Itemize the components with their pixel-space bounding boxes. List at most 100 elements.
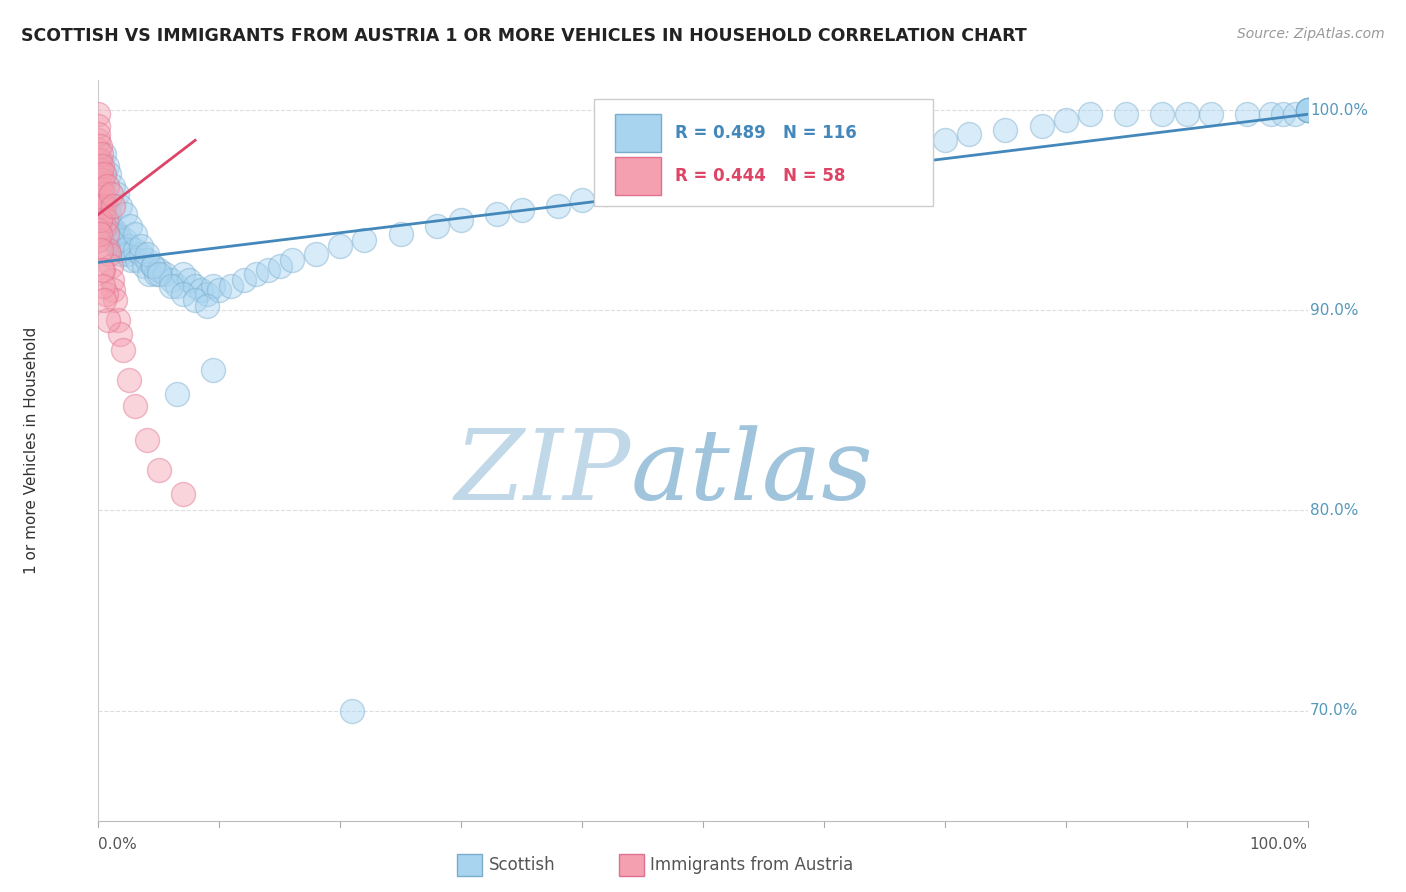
Point [100, 260, 122, 274]
Point [172, 287, 194, 301]
Point [91, 194, 114, 208]
Point [202, 363, 225, 377]
Point [91, 263, 114, 277]
Point [100, 227, 122, 242]
Point [184, 293, 207, 308]
Point [105, 187, 128, 202]
Point [91, 279, 114, 293]
Text: 80.0%: 80.0% [1310, 503, 1358, 518]
Point [90, 194, 112, 208]
Point [1175, 107, 1198, 121]
Point [1296, 103, 1319, 118]
Point [1236, 107, 1258, 121]
Point [87, 144, 110, 158]
Point [94, 199, 117, 213]
Point [1272, 107, 1295, 121]
Point [129, 247, 152, 261]
Point [89, 227, 111, 242]
Point [138, 268, 160, 282]
Point [105, 239, 128, 253]
Point [108, 244, 131, 258]
Point [90, 147, 112, 161]
Point [87, 233, 110, 247]
Point [1296, 103, 1319, 118]
Point [195, 299, 218, 313]
Text: 100.0%: 100.0% [1250, 837, 1308, 852]
Point [1296, 103, 1319, 118]
Point [114, 233, 136, 247]
Point [668, 179, 690, 194]
Point [1115, 107, 1137, 121]
Point [87, 183, 110, 197]
Point [89, 213, 111, 227]
Point [716, 167, 738, 181]
Point [426, 219, 449, 234]
Point [91, 203, 114, 218]
Point [90, 244, 112, 258]
Point [142, 260, 165, 274]
Point [281, 253, 304, 268]
FancyBboxPatch shape [595, 99, 932, 206]
Text: R = 0.444   N = 58: R = 0.444 N = 58 [675, 167, 845, 185]
Point [100, 273, 122, 287]
Point [245, 268, 267, 282]
Point [1296, 103, 1319, 118]
Point [98, 167, 121, 181]
Point [93, 147, 115, 161]
Point [97, 203, 120, 218]
Point [107, 313, 129, 327]
Point [118, 219, 141, 234]
Point [107, 227, 129, 242]
Point [87, 128, 110, 142]
Point [93, 167, 115, 181]
Point [111, 343, 134, 358]
Point [108, 327, 131, 342]
Point [91, 263, 114, 277]
Point [101, 233, 124, 247]
Point [96, 227, 118, 242]
Point [1284, 107, 1306, 121]
Point [142, 260, 165, 274]
Point [87, 153, 110, 168]
Point [101, 284, 124, 298]
Point [190, 284, 212, 298]
Point [118, 239, 141, 253]
Point [89, 167, 111, 181]
Point [87, 183, 110, 197]
Point [329, 239, 352, 253]
Point [91, 173, 114, 187]
Text: 90.0%: 90.0% [1310, 303, 1358, 318]
Point [93, 167, 115, 181]
Point [93, 293, 115, 308]
Point [87, 107, 110, 121]
Text: SCOTTISH VS IMMIGRANTS FROM AUSTRIA 1 OR MORE VEHICLES IN HOUSEHOLD CORRELATION : SCOTTISH VS IMMIGRANTS FROM AUSTRIA 1 OR… [21, 27, 1026, 45]
Point [1199, 107, 1222, 121]
Point [1078, 107, 1101, 121]
Point [91, 183, 114, 197]
Point [108, 233, 131, 247]
Point [100, 187, 122, 202]
Point [1031, 120, 1053, 134]
Point [172, 487, 194, 501]
Point [91, 187, 114, 202]
Point [1152, 107, 1174, 121]
Point [90, 183, 112, 197]
Point [89, 187, 111, 202]
Bar [614, 113, 661, 153]
Point [87, 120, 110, 134]
Point [101, 199, 124, 213]
Point [87, 153, 110, 168]
Point [166, 279, 188, 293]
Point [117, 247, 139, 261]
Point [100, 219, 122, 234]
Text: Source: ZipAtlas.com: Source: ZipAtlas.com [1237, 27, 1385, 41]
Point [108, 199, 131, 213]
Point [873, 144, 896, 158]
Point [94, 287, 117, 301]
Point [221, 279, 243, 293]
Point [97, 313, 120, 327]
Point [127, 253, 149, 268]
Point [957, 128, 980, 142]
Point [571, 194, 593, 208]
Point [305, 247, 328, 261]
